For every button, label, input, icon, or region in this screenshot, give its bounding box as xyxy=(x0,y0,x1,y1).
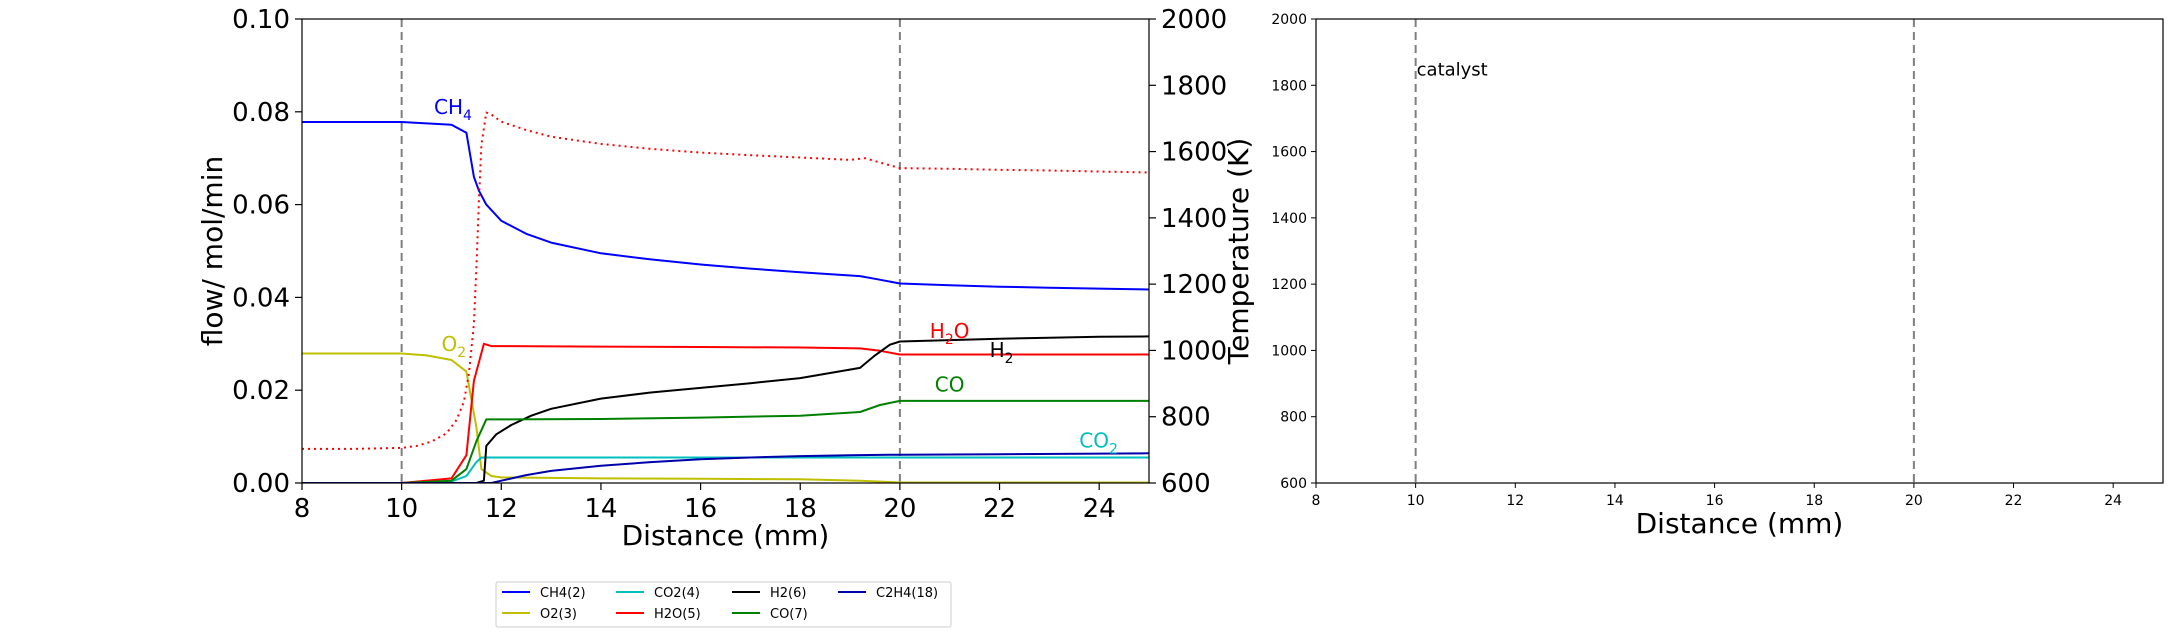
series-line-o2-3- xyxy=(302,352,1149,483)
x-tick-label: 18 xyxy=(784,494,817,524)
right-x-axis-label: Distance (mm) xyxy=(1636,507,1844,540)
y2-tick-label: 1600 xyxy=(1161,138,1227,168)
right-plot-frame xyxy=(1315,18,2164,484)
series-line-c2h4-18- xyxy=(302,452,1149,483)
series-line-co-7- xyxy=(302,399,1149,483)
y2-tick-label: 800 xyxy=(1161,403,1211,433)
y-axis-label: flow/ mol/min xyxy=(196,156,229,346)
y2-tick-label: 1000 xyxy=(1161,336,1227,366)
right-x-tick-label: 12 xyxy=(1506,493,1524,509)
series-annotation: CO2 xyxy=(1079,428,1118,457)
legend-label: CO(7) xyxy=(770,607,808,622)
x-tick-label: 16 xyxy=(684,494,717,524)
left-series-group xyxy=(302,111,1149,483)
right-y-tick-label: 600 xyxy=(1280,476,1307,492)
series-annotation: CO xyxy=(935,373,965,397)
legend-frame xyxy=(495,581,952,628)
right-x-tick-label: 20 xyxy=(1905,493,1923,509)
series-annotation: CH4 xyxy=(434,95,472,124)
right-x-tick-label: 22 xyxy=(2005,493,2023,509)
x-tick-label: 12 xyxy=(485,494,518,524)
series-line-ch4-2- xyxy=(302,121,1149,291)
y-tick-label: 0.10 xyxy=(232,5,290,35)
x-tick-label: 22 xyxy=(983,494,1016,524)
series-line-h2-6- xyxy=(302,335,1149,483)
legend-label: CH4(2) xyxy=(540,586,586,601)
series-annotation: O2 xyxy=(442,332,467,361)
y2-tick-label: 1800 xyxy=(1161,71,1227,101)
right-y-tick-label: 1800 xyxy=(1271,78,1307,94)
series-line-h2o-5- xyxy=(302,342,1149,483)
catalyst-annotation: catalyst xyxy=(1417,59,1488,80)
right-x-tick-label: 14 xyxy=(1606,493,1624,509)
x-tick-label: 20 xyxy=(883,494,916,524)
right-y-tick-label: 1200 xyxy=(1271,277,1307,293)
right-x-tick-label: 10 xyxy=(1407,493,1425,509)
y-tick-label: 0.04 xyxy=(232,283,290,313)
legend-label: CO2(4) xyxy=(654,586,700,601)
x-tick-label: 10 xyxy=(385,494,418,524)
y-tick-label: 0.08 xyxy=(232,98,290,128)
x-tick-label: 14 xyxy=(584,494,617,524)
right-plot: 8 10 12 14 16 18 20 22 24 600 800 1000 1200 1400 1600 1… xyxy=(1271,12,2164,540)
right-x-tick-label: 8 xyxy=(1312,493,1321,509)
right-y-tick-label: 800 xyxy=(1280,410,1307,426)
left-plot: 8 10 12 14 16 18 20 22 24 0.00 0.02 0.04 0.06 0.08 0.1… xyxy=(196,5,1255,552)
y-tick-label: 0.00 xyxy=(232,469,290,499)
right-y-tick-label: 1600 xyxy=(1271,145,1307,161)
legend-label: H2(6) xyxy=(770,586,806,601)
right-y-tick-label: 1400 xyxy=(1271,211,1307,227)
legend: CH4(2) O2(3) CO2(4) H2O(5) H2(6) CO(7) C2H4(18… xyxy=(495,581,952,628)
legend-label: C2H4(18) xyxy=(876,586,938,601)
x-tick-label: 24 xyxy=(1083,494,1116,524)
right-x-tick-label: 16 xyxy=(1706,493,1724,509)
y2-tick-label: 1400 xyxy=(1161,204,1227,234)
y-tick-label: 0.06 xyxy=(232,191,290,221)
left-plot-frame xyxy=(301,18,1150,484)
right-y-tick-label: 2000 xyxy=(1271,12,1307,28)
series-annotation: H2 xyxy=(990,338,1014,367)
series-line-temperature xyxy=(302,111,1149,450)
y2-tick-label: 2000 xyxy=(1161,5,1227,35)
right-x-tick-label: 24 xyxy=(2104,493,2122,509)
y2-axis-label: Temperature (K) xyxy=(1222,138,1255,365)
right-y-tick-label: 1000 xyxy=(1271,343,1307,359)
series-annotation: H2O xyxy=(930,319,970,348)
y2-tick-label: 1200 xyxy=(1161,270,1227,300)
right-x-tick-label: 18 xyxy=(1805,493,1823,509)
x-tick-label: 8 xyxy=(294,494,311,524)
y-tick-label: 0.02 xyxy=(232,376,290,406)
legend-label: O2(3) xyxy=(540,607,577,622)
legend-label: H2O(5) xyxy=(654,607,701,622)
y2-tick-label: 600 xyxy=(1161,469,1211,499)
x-axis-label: Distance (mm) xyxy=(622,519,830,552)
